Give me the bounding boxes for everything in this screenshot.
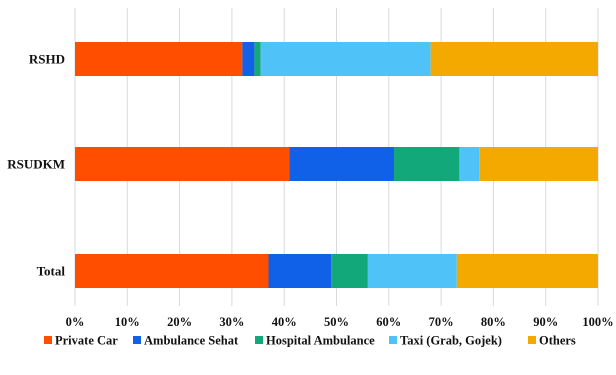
x-tick-label: 70% (429, 315, 454, 329)
legend-label: Ambulance Sehat (144, 334, 239, 348)
x-tick-label: 50% (324, 315, 349, 329)
bar-segment (479, 147, 598, 181)
x-tick-label: 80% (481, 315, 506, 329)
x-tick-label: 100% (582, 315, 613, 329)
category-label: Total (37, 264, 66, 279)
bar-segment (430, 42, 598, 76)
bar-segment (254, 42, 261, 76)
legend-label: Taxi (Grab, Gojek) (400, 334, 502, 348)
legend-swatch (255, 336, 263, 344)
legend-label: Private Car (55, 334, 118, 348)
legend-swatch (528, 336, 536, 344)
legend-swatch (389, 336, 397, 344)
bar-segment (367, 254, 457, 288)
category-label: RSUDKM (7, 157, 65, 172)
x-tick-label: 40% (272, 315, 297, 329)
legend: Private Car Ambulance Sehat Hospital Ambul… (44, 334, 576, 348)
legend-label: Hospital Ambulance (266, 334, 375, 348)
bars (75, 42, 598, 288)
bar-segment (459, 147, 480, 181)
bar-segment (75, 147, 290, 181)
x-tick-label: 0% (66, 315, 85, 329)
bar-segment (331, 254, 368, 288)
bar-segment (242, 42, 255, 76)
legend-swatch (44, 336, 52, 344)
x-tick-label: 60% (376, 315, 401, 329)
x-tick-label: 10% (115, 315, 140, 329)
bar-segment (456, 254, 598, 288)
bar-segment (75, 254, 269, 288)
legend-swatch (133, 336, 141, 344)
legend-label: Others (539, 334, 576, 348)
x-tick-labels: 0% 10% 20% 30% 40% 50% 60% 70% 80% 90% 100% (66, 315, 614, 329)
x-tick-label: 90% (533, 315, 558, 329)
category-label: RSHD (29, 52, 65, 67)
bar-segment (75, 42, 243, 76)
bar-segment (268, 254, 332, 288)
x-tick-label: 20% (167, 315, 192, 329)
category-labels: RSHD RSUDKM Total (7, 52, 65, 279)
bar-segment (394, 147, 460, 181)
x-tick-label: 30% (219, 315, 244, 329)
bar-segment (260, 42, 431, 76)
bar-segment (289, 147, 395, 181)
